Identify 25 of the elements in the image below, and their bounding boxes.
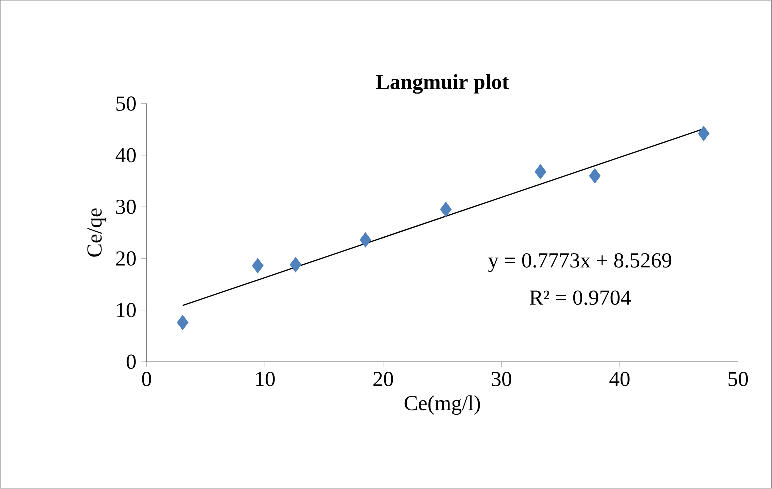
point	[698, 126, 710, 142]
y-tick-label: 20	[116, 252, 136, 266]
x-tick-label: 50	[728, 372, 748, 387]
x-tick-label: 20	[374, 372, 394, 387]
y-tick-label: 30	[116, 200, 136, 214]
point	[440, 202, 452, 218]
x-tick-label: 0	[142, 372, 152, 387]
point	[177, 315, 189, 330]
point	[589, 168, 601, 184]
y-tick-label: 10	[117, 303, 136, 318]
x-tick-label: 40	[610, 372, 630, 387]
annotation: y = 0.7773x + 8.5269	[488, 254, 672, 272]
y-tick-label: 0	[126, 354, 136, 370]
point	[252, 258, 264, 274]
x-tick-label: 10	[256, 372, 275, 387]
annotation: R² = 0.9704	[530, 290, 632, 306]
point	[360, 232, 372, 248]
chart-title: Langmuir plot	[376, 74, 510, 94]
x-tick-label: 30	[492, 372, 512, 387]
point	[534, 164, 546, 180]
y-tick-label: 40	[116, 148, 136, 163]
x-axis-title: Ce(mg/l)	[404, 396, 480, 416]
y-tick-label: 50	[116, 96, 136, 112]
point	[290, 257, 302, 273]
y-axis-title: Ce/qe	[88, 208, 106, 258]
